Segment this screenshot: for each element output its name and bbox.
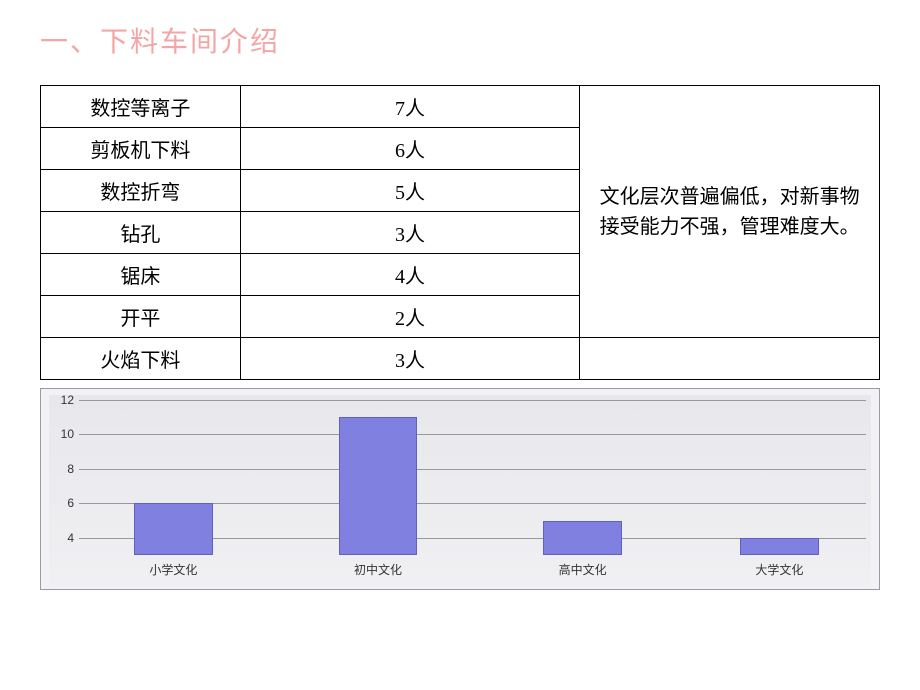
chart-x-axis: 小学文化 初中文化 高中文化 大学文化: [79, 555, 866, 585]
table-cell-value: 4人: [240, 254, 580, 296]
chart-y-axis: 4 6 8 10 12: [49, 395, 79, 555]
chart-bar: [543, 521, 622, 555]
table-cell-value: 2人: [240, 296, 580, 338]
table-cell-label: 锯床: [41, 254, 241, 296]
table-cell-label: 数控折弯: [41, 170, 241, 212]
chart-bar: [339, 417, 418, 555]
staff-table: 数控等离子 7人 文化层次普遍偏低，对新事物接受能力不强，管理难度大。 剪板机下…: [40, 85, 880, 380]
education-chart: 4 6 8 10 12 小学文化 初中文化 高中文化 大学文化: [40, 388, 880, 590]
page-title: 一、下料车间介绍: [40, 20, 880, 60]
table-cell-value: 6人: [240, 128, 580, 170]
y-tick-label: 6: [49, 496, 74, 510]
y-tick-label: 4: [49, 531, 74, 545]
table-cell-label: 剪板机下料: [41, 128, 241, 170]
table-cell-label: 开平: [41, 296, 241, 338]
chart-bar: [740, 538, 819, 555]
table-cell-label: 火焰下料: [41, 338, 241, 380]
table-cell-value: 7人: [240, 86, 580, 128]
x-tick-label: 大学文化: [755, 561, 803, 578]
table-cell-label: 钻孔: [41, 212, 241, 254]
table-cell-value: 3人: [240, 338, 580, 380]
table-cell-label: 数控等离子: [41, 86, 241, 128]
y-tick-label: 10: [49, 427, 74, 441]
chart-bar: [134, 503, 213, 555]
chart-plot: [79, 400, 866, 555]
table-summary: 文化层次普遍偏低，对新事物接受能力不强，管理难度大。: [580, 86, 880, 338]
y-tick-label: 8: [49, 462, 74, 476]
table-cell-value: 3人: [240, 212, 580, 254]
x-tick-label: 高中文化: [559, 561, 607, 578]
x-tick-label: 小学文化: [149, 561, 197, 578]
table-cell-value: 5人: [240, 170, 580, 212]
x-tick-label: 初中文化: [354, 561, 402, 578]
y-tick-label: 12: [49, 393, 74, 407]
